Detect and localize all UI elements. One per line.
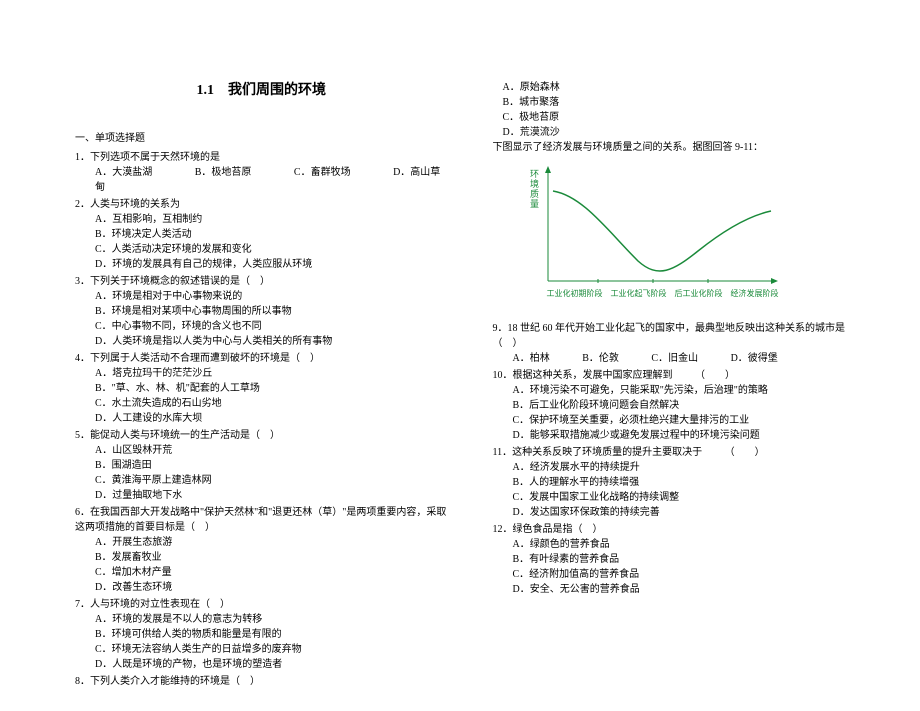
q2-stem: 2．人类与环境的关系为 bbox=[75, 197, 448, 212]
q4-opt-a: A．塔克拉玛干的茫茫沙丘 bbox=[75, 366, 448, 381]
q6-opt-d: D．改善生态环境 bbox=[75, 580, 448, 595]
question-3: 3．下列关于环境概念的叙述错误的是（ ） A．环境是相对于中心事物来说的 B．环… bbox=[75, 274, 448, 349]
x-axis-arrow bbox=[771, 278, 778, 284]
left-column: 1.1 我们周围的环境 一、单项选择题 1．下列选项不属于天然环境的是 A．大漠… bbox=[75, 80, 448, 691]
question-10: 10．根据这种关系，发展中国家应理解到 （ ） A．环境污染不可避免，只能采取"… bbox=[493, 368, 866, 443]
q3-opt-c: C．中心事物不同，环境的含义也不同 bbox=[75, 319, 448, 334]
q5-opt-c: C．黄淮海平原上建造林网 bbox=[75, 473, 448, 488]
q4-opt-b: B．"草、水、林、机"配套的人工草场 bbox=[75, 381, 448, 396]
question-7: 7．人与环境的对立性表现在（ ） A．环境的发展是不以人的意志为转移 B．环境可… bbox=[75, 597, 448, 672]
q8-opt-c: C．极地苔原 bbox=[493, 110, 866, 125]
q1-options: A．大漠盐湖 B．极地苔原 C．畜群牧场 D．高山草甸 bbox=[75, 165, 448, 195]
question-1: 1．下列选项不属于天然环境的是 A．大漠盐湖 B．极地苔原 C．畜群牧场 D．高… bbox=[75, 150, 448, 195]
q8-stem: 8．下列人类介入才能维持的环境是（ ） bbox=[75, 674, 448, 689]
q2-opt-d: D．环境的发展具有自己的规律，人类应服从环境 bbox=[75, 257, 448, 272]
q11-opt-d: D．发达国家环保政策的持续完善 bbox=[493, 505, 866, 520]
q12-stem: 12．绿色食品是指（ ） bbox=[493, 522, 866, 537]
env-quality-chart: 环境质量 工业化初期阶段 工业化起飞阶段 后 bbox=[523, 161, 783, 311]
q6-opt-b: B．发展畜牧业 bbox=[75, 550, 448, 565]
doc-title: 1.1 我们周围的环境 bbox=[75, 80, 448, 101]
q5-stem: 5．能促动人类与环境统一的生产活动是（ ） bbox=[75, 428, 448, 443]
chart-y-label: 环境质量 bbox=[527, 169, 541, 209]
question-6: 6．在我国西部大开发战略中"保护天然林"和"退更还林（草）"是两项重要内容，采取… bbox=[75, 505, 448, 595]
q1-stem: 1．下列选项不属于天然环境的是 bbox=[75, 150, 448, 165]
q10-opt-c: C．保护环境至关重要，必须杜绝兴建大量排污的工业 bbox=[493, 413, 866, 428]
chart-x-labels: 工业化初期阶段 工业化起飞阶段 后工业化阶段 经济发展阶段 bbox=[523, 289, 783, 299]
question-8: 8．下列人类介入才能维持的环境是（ ） bbox=[75, 674, 448, 689]
q5-opt-d: D．过量抽取地下水 bbox=[75, 488, 448, 503]
q3-stem: 3．下列关于环境概念的叙述错误的是（ ） bbox=[75, 274, 448, 289]
q11-opt-c: C．发展中国家工业化战略的持续调整 bbox=[493, 490, 866, 505]
q9-stem: 9．18 世纪 60 年代开始工业化起飞的国家中，最典型地反映出这种关系的城市是… bbox=[493, 321, 866, 351]
q5-opt-a: A．山区毁林开荒 bbox=[75, 443, 448, 458]
q9-opt-d: D．彼得堡 bbox=[731, 353, 778, 364]
q9-options: A．柏林 B．伦敦 C．旧金山 D．彼得堡 bbox=[493, 351, 866, 366]
x-label-0: 工业化初期阶段 bbox=[547, 289, 603, 299]
q8-opt-b: B．城市聚落 bbox=[493, 95, 866, 110]
q2-opt-b: B．环境决定人类活动 bbox=[75, 227, 448, 242]
q1-opt-b: B．极地苔原 bbox=[195, 167, 252, 178]
q8-opt-a: A．原始森林 bbox=[493, 80, 866, 95]
question-9: 9．18 世纪 60 年代开始工业化起飞的国家中，最典型地反映出这种关系的城市是… bbox=[493, 321, 866, 366]
q11-opt-a: A．经济发展水平的持续提升 bbox=[493, 460, 866, 475]
q6-opt-c: C．增加木材产量 bbox=[75, 565, 448, 580]
q11-opt-b: B．人的理解水平的持续增强 bbox=[493, 475, 866, 490]
q9-opt-b: B．伦敦 bbox=[582, 353, 619, 364]
chart-container: 环境质量 工业化初期阶段 工业化起飞阶段 后 bbox=[523, 161, 866, 311]
q10-opt-d: D．能够采取措施减少或避免发展过程中的环境污染问题 bbox=[493, 428, 866, 443]
q7-stem: 7．人与环境的对立性表现在（ ） bbox=[75, 597, 448, 612]
q12-opt-a: A．绿颜色的营养食品 bbox=[493, 537, 866, 552]
q12-opt-c: C．经济附加值高的营养食品 bbox=[493, 567, 866, 582]
q12-opt-b: B．有叶绿素的营养食品 bbox=[493, 552, 866, 567]
question-12: 12．绿色食品是指（ ） A．绿颜色的营养食品 B．有叶绿素的营养食品 C．经济… bbox=[493, 522, 866, 597]
q3-opt-a: A．环境是相对于中心事物来说的 bbox=[75, 289, 448, 304]
x-label-1: 工业化起飞阶段 bbox=[611, 289, 667, 299]
chart-svg bbox=[523, 161, 783, 291]
q10-stem: 10．根据这种关系，发展中国家应理解到 （ ） bbox=[493, 368, 866, 383]
q6-stem: 6．在我国西部大开发战略中"保护天然林"和"退更还林（草）"是两项重要内容，采取… bbox=[75, 505, 448, 535]
question-4: 4．下列属于人类活动不合理而遭到破坏的环境是（ ） A．塔克拉玛干的茫茫沙丘 B… bbox=[75, 351, 448, 426]
q12-opt-d: D．安全、无公害的营养食品 bbox=[493, 582, 866, 597]
q2-opt-c: C．人类活动决定环境的发展和变化 bbox=[75, 242, 448, 257]
q7-opt-b: B．环境可供给人类的物质和能量是有限的 bbox=[75, 627, 448, 642]
q5-opt-b: B．围湖造田 bbox=[75, 458, 448, 473]
q9-opt-a: A．柏林 bbox=[513, 353, 550, 364]
q2-opt-a: A．互相影响，互相制约 bbox=[75, 212, 448, 227]
q7-opt-a: A．环境的发展是不以人的意志为转移 bbox=[75, 612, 448, 627]
q7-opt-d: D．人既是环境的产物，也是环境的塑造者 bbox=[75, 657, 448, 672]
q10-opt-b: B．后工业化阶段环境问题会自然解决 bbox=[493, 398, 866, 413]
q1-opt-c: C．畜群牧场 bbox=[294, 167, 351, 178]
y-axis-arrow bbox=[545, 166, 551, 173]
q4-opt-c: C．水土流失造成的石山劣地 bbox=[75, 396, 448, 411]
x-label-3: 经济发展阶段 bbox=[731, 289, 779, 299]
q11-stem: 11．这种关系反映了环境质量的提升主要取决于 （ ） bbox=[493, 445, 866, 460]
chart-curve bbox=[553, 191, 771, 271]
section-heading: 一、单项选择题 bbox=[75, 131, 448, 146]
q10-opt-a: A．环境污染不可避免，只能采取"先污染，后治理"的策略 bbox=[493, 383, 866, 398]
q4-stem: 4．下列属于人类活动不合理而遭到破坏的环境是（ ） bbox=[75, 351, 448, 366]
question-5: 5．能促动人类与环境统一的生产活动是（ ） A．山区毁林开荒 B．围湖造田 C．… bbox=[75, 428, 448, 503]
chart-intro: 下图显示了经济发展与环境质量之间的关系。据图回答 9-11： bbox=[493, 140, 866, 155]
question-11: 11．这种关系反映了环境质量的提升主要取决于 （ ） A．经济发展水平的持续提升… bbox=[493, 445, 866, 520]
q3-opt-b: B．环境是相对某项中心事物周围的所以事物 bbox=[75, 304, 448, 319]
q6-opt-a: A．开展生态旅游 bbox=[75, 535, 448, 550]
q1-opt-a: A．大漠盐湖 bbox=[95, 167, 152, 178]
question-2: 2．人类与环境的关系为 A．互相影响，互相制约 B．环境决定人类活动 C．人类活… bbox=[75, 197, 448, 272]
right-column: A．原始森林 B．城市聚落 C．极地苔原 D．荒漠流沙 下图显示了经济发展与环境… bbox=[493, 80, 866, 691]
q8-opt-d: D．荒漠流沙 bbox=[493, 125, 866, 140]
q9-opt-c: C．旧金山 bbox=[651, 353, 698, 364]
q3-opt-d: D．人类环境是指以人类为中心与人类相关的所有事物 bbox=[75, 334, 448, 349]
q4-opt-d: D．人工建设的水库大坝 bbox=[75, 411, 448, 426]
x-label-2: 后工业化阶段 bbox=[675, 289, 723, 299]
